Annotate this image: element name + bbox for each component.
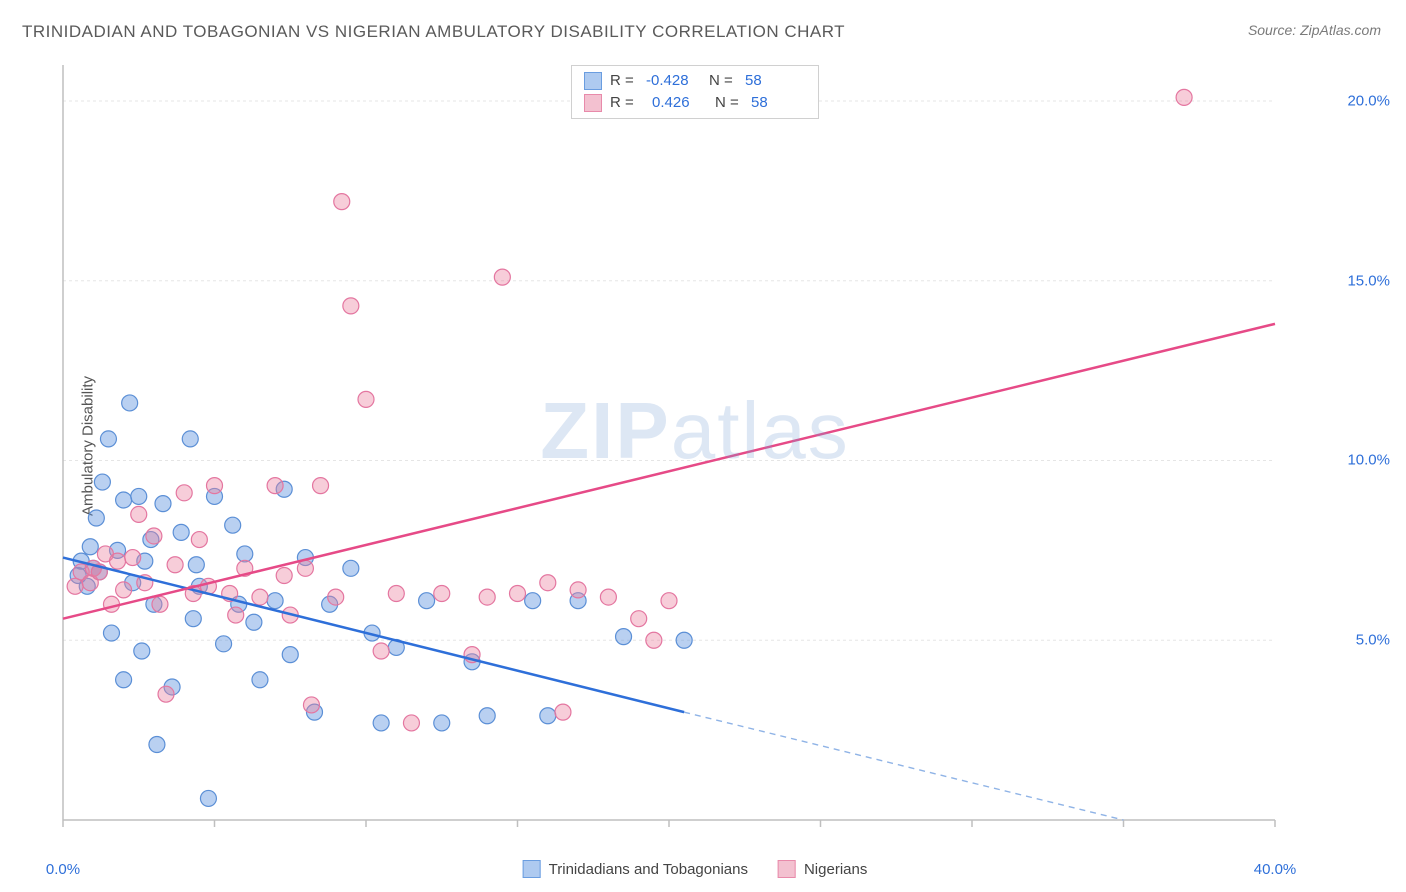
ytick-label: 5.0% [1356,632,1390,649]
legend-correlation: R = -0.428 N = 58 R = 0.426 N = 58 [571,65,819,119]
n-value-a: 58 [745,70,800,92]
ytick-label: 15.0% [1347,272,1390,289]
plot-area: ZIPatlas R = -0.428 N = 58 R = 0.426 N =… [55,60,1335,850]
ytick-label: 10.0% [1347,452,1390,469]
chart-title: TRINIDADIAN AND TOBAGONIAN VS NIGERIAN A… [22,22,845,42]
legend-item-a: Trinidadians and Tobagonians [523,860,748,878]
chart-container: TRINIDADIAN AND TOBAGONIAN VS NIGERIAN A… [0,0,1406,892]
r-value-a: -0.428 [646,70,701,92]
legend-row-b: R = 0.426 N = 58 [584,92,806,114]
legend-item-b: Nigerians [778,860,867,878]
swatch-series-b [778,860,796,878]
r-label: R = [610,70,638,92]
r-value-b: 0.426 [646,92,707,114]
n-label: N = [715,92,743,114]
xtick-label: 0.0% [46,861,80,878]
n-label: N = [709,70,737,92]
chart-svg [55,60,1335,850]
legend-label-a: Trinidadians and Tobagonians [549,861,748,878]
legend-series: Trinidadians and Tobagonians Nigerians [523,860,868,878]
legend-row-a: R = -0.428 N = 58 [584,70,806,92]
n-value-b: 58 [751,92,806,114]
xtick-label: 40.0% [1254,861,1297,878]
swatch-series-b [584,94,602,112]
swatch-series-a [584,72,602,90]
ytick-label: 20.0% [1347,92,1390,109]
swatch-series-a [523,860,541,878]
r-label: R = [610,92,638,114]
legend-label-b: Nigerians [804,861,867,878]
source-label: Source: ZipAtlas.com [1248,22,1381,38]
